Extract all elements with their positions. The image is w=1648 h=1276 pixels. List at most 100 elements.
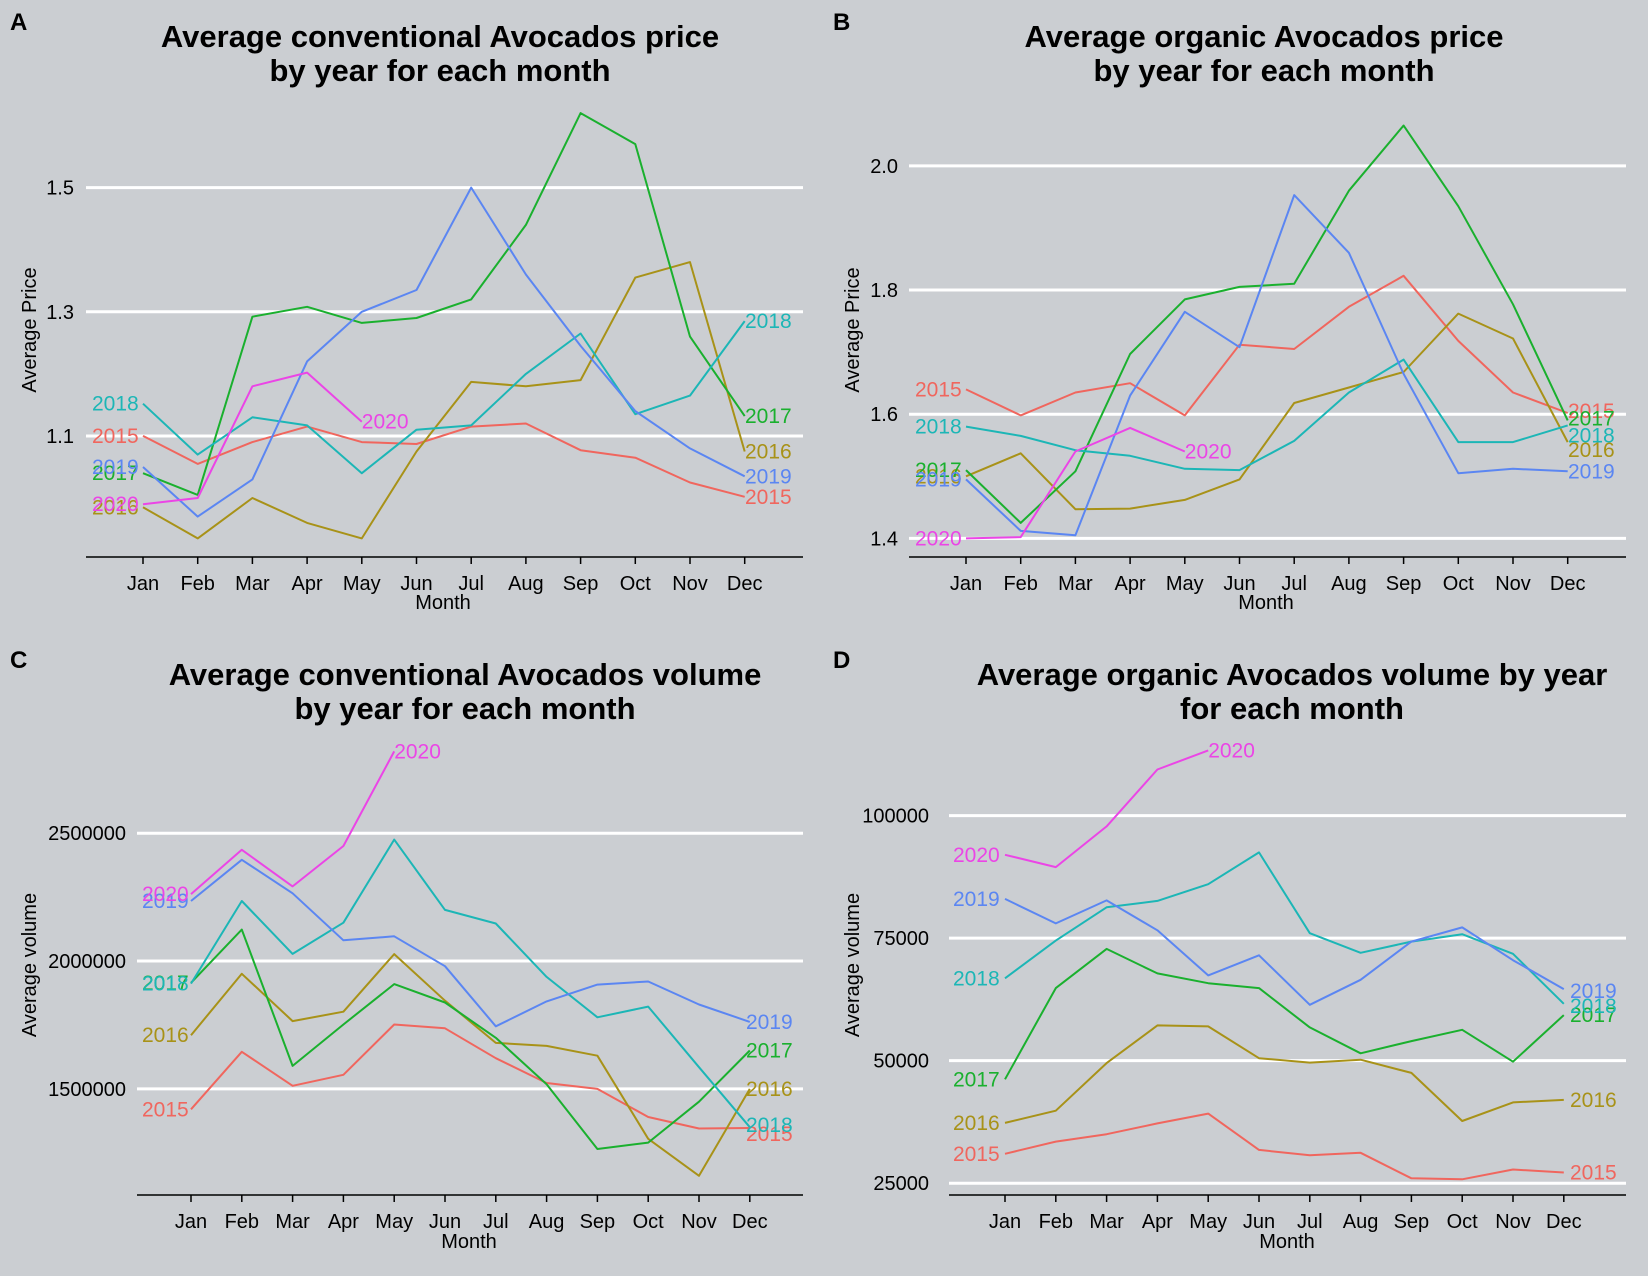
series-line-2020 (1004, 749, 1209, 869)
series-start-label-2015: 2015 (92, 425, 139, 448)
x-tick-label: Jan (127, 573, 159, 595)
y-tick-label: 2000000 (48, 951, 126, 973)
x-tick-label: Aug (508, 573, 544, 595)
series-start-label-2018: 2018 (915, 416, 962, 439)
series-line-2015 (1004, 1112, 1564, 1181)
panel-letter: B (833, 9, 850, 36)
series-start-label-2015: 2015 (142, 1098, 189, 1121)
series-start-label-2020: 2020 (92, 493, 139, 516)
x-tick-label: Jun (1243, 1211, 1275, 1233)
x-tick-label: Jul (1281, 573, 1307, 595)
x-tick-label: Jan (950, 573, 982, 595)
x-tick-label: Nov (1495, 573, 1531, 595)
x-tick-label: Oct (633, 1211, 665, 1233)
x-tick-label: Mar (1089, 1211, 1124, 1233)
series-start-label-2019: 2019 (915, 468, 962, 491)
x-tick-label: Dec (1546, 1211, 1582, 1233)
series-end-label-2016: 2016 (1570, 1089, 1617, 1112)
series-start-label-2016: 2016 (915, 465, 962, 488)
series-line-2016 (142, 261, 746, 540)
series-end-label-2018: 2018 (745, 310, 792, 333)
x-tick-label: Sep (1394, 1211, 1430, 1233)
x-tick-label: Sep (1386, 573, 1422, 595)
y-axis-label: Average volume (19, 893, 41, 1037)
series-line-2019 (142, 186, 746, 518)
series-end-label-2019: 2019 (1570, 980, 1617, 1003)
series-end-label-2019: 2019 (745, 465, 792, 488)
x-tick-label: Jul (483, 1211, 509, 1233)
x-axis-label: Month (1259, 1231, 1315, 1253)
panel-letter: A (10, 9, 27, 36)
series-end-label-2015: 2015 (1570, 1161, 1617, 1184)
y-axis-label: Average Price (19, 267, 41, 392)
y-tick-label: 1.3 (46, 302, 74, 324)
series-line-2017 (1004, 947, 1565, 1080)
x-tick-label: Jun (1223, 573, 1255, 595)
series-start-label-2018: 2018 (953, 967, 1000, 990)
series-line-2020 (142, 371, 363, 506)
x-tick-label: Jun (400, 573, 432, 595)
x-tick-label: May (1189, 1211, 1227, 1233)
x-axis-label: Month (1238, 592, 1294, 614)
x-tick-label: Mar (275, 1211, 310, 1233)
x-tick-label: Feb (1003, 573, 1037, 595)
series-line-2018 (142, 320, 746, 475)
y-tick-label: 1.8 (870, 280, 898, 302)
x-tick-label: Jun (429, 1211, 461, 1233)
series-end-label-2020: 2020 (394, 740, 441, 763)
series-end-label-2018: 2018 (1568, 424, 1615, 447)
y-tick-label: 75000 (873, 928, 929, 950)
y-tick-label: 2.0 (870, 156, 898, 178)
series-line-2015 (190, 1023, 750, 1130)
series-end-label-2020: 2020 (1208, 739, 1255, 762)
x-tick-label: Dec (732, 1211, 768, 1233)
series-line-2015 (142, 422, 745, 498)
series-line-2018 (190, 838, 751, 1128)
chart-title: Average conventional Avocados volume (169, 657, 762, 692)
series-start-label-2016: 2016 (142, 1024, 189, 1047)
series-line-2017 (965, 124, 1569, 524)
series-start-label-2017: 2017 (92, 462, 139, 485)
x-tick-label: Jul (1297, 1211, 1323, 1233)
series-end-label-2016: 2016 (746, 1078, 793, 1101)
chart-panel-D: D Average organic Avocados volume by year… (833, 647, 1626, 1253)
series-start-label-2020: 2020 (915, 527, 962, 550)
series-start-label-2017: 2017 (142, 972, 189, 995)
y-tick-label: 1.5 (46, 178, 74, 200)
series-start-label-2017: 2017 (953, 1068, 1000, 1091)
series-end-label-2020: 2020 (1185, 440, 1232, 463)
series-start-label-2019: 2019 (142, 890, 189, 913)
series-end-label-2017: 2017 (746, 1040, 793, 1063)
x-tick-label: Dec (1550, 573, 1586, 595)
series-line-2015 (965, 274, 1569, 417)
x-tick-label: Mar (235, 573, 270, 595)
chart-title: by year for each month (1093, 53, 1434, 88)
series-line-2019 (1004, 897, 1565, 1006)
series-line-2019 (965, 194, 1568, 537)
series-line-2018 (965, 358, 1568, 472)
y-tick-label: 100000 (862, 806, 929, 828)
series-end-label-2017: 2017 (1568, 407, 1615, 430)
series-end-label-2020: 2020 (362, 411, 409, 434)
x-tick-label: Aug (1343, 1211, 1379, 1233)
series-start-label-2020: 2020 (953, 844, 1000, 867)
x-tick-label: Oct (1443, 573, 1475, 595)
x-tick-label: May (343, 573, 381, 595)
x-tick-label: Sep (563, 573, 599, 595)
x-tick-label: Oct (620, 573, 652, 595)
x-tick-label: Apr (1142, 1211, 1173, 1233)
series-line-2017 (190, 928, 751, 1150)
series-end-label-2016: 2016 (745, 440, 792, 463)
series-line-2016 (965, 312, 1569, 511)
series-end-label-2018: 2018 (746, 1114, 793, 1137)
x-tick-label: Nov (672, 573, 708, 595)
series-end-label-2017: 2017 (1570, 1004, 1617, 1027)
series-start-label-2015: 2015 (953, 1143, 1000, 1166)
x-tick-label: Aug (1331, 573, 1367, 595)
series-start-label-2019: 2019 (953, 888, 1000, 911)
panel-letter: C (10, 647, 27, 674)
chart-title: Average conventional Avocados price (161, 19, 719, 54)
x-tick-label: Jan (989, 1211, 1021, 1233)
y-axis-label: Average volume (842, 893, 864, 1037)
